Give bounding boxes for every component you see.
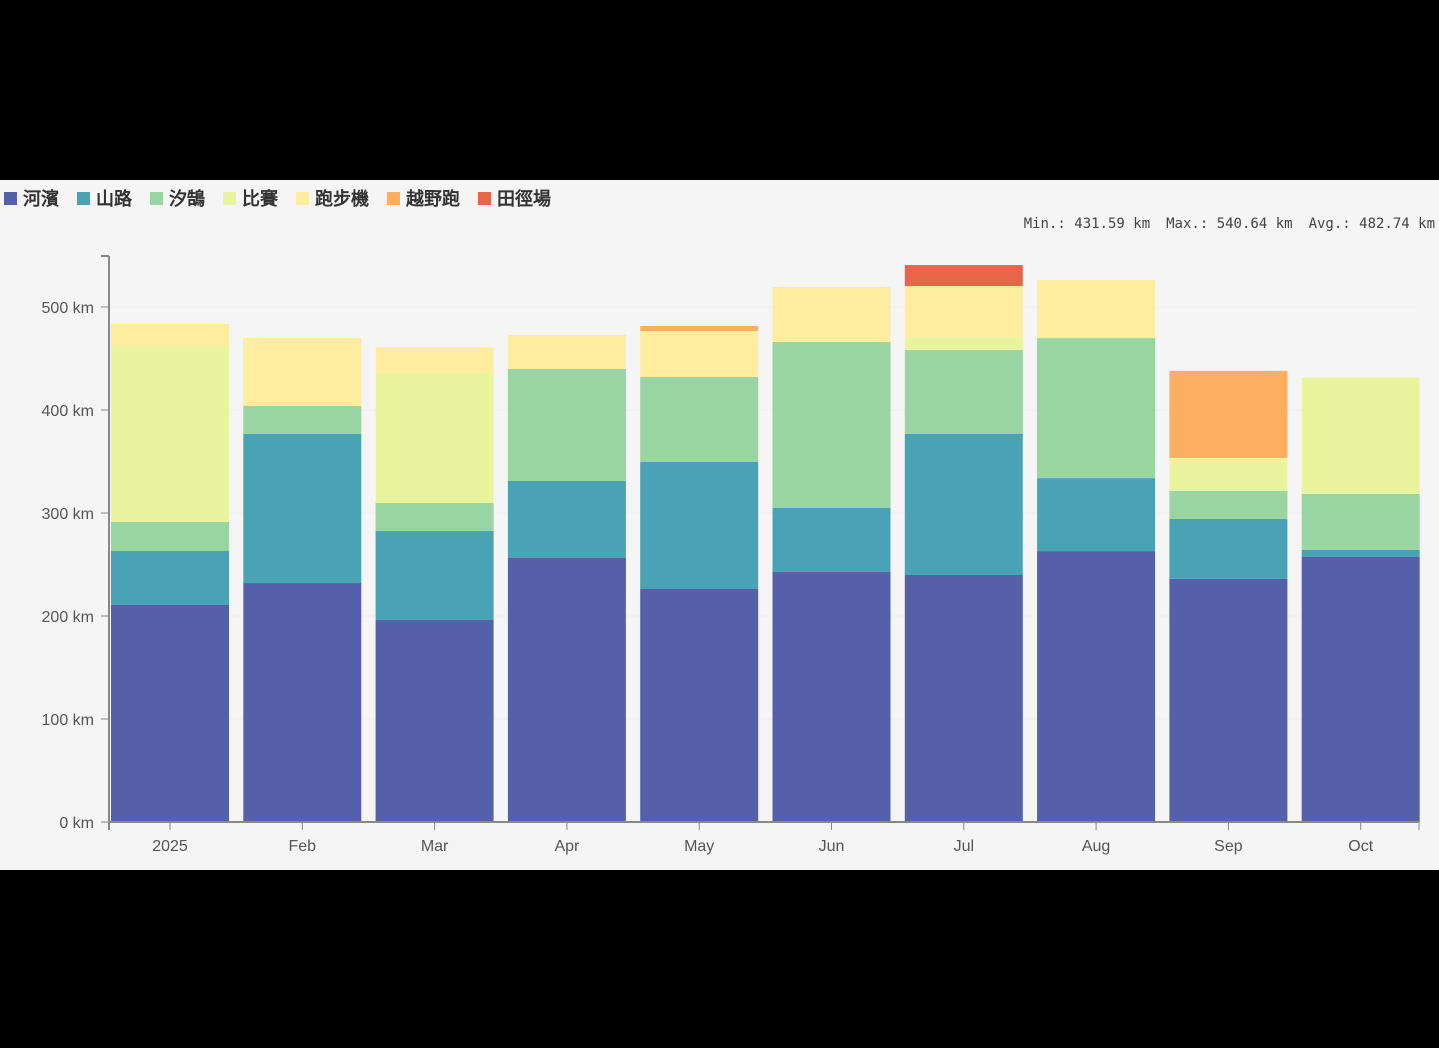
legend-label: 河濱 [23, 189, 59, 210]
bar-segment [1169, 370, 1288, 458]
legend-item[interactable]: 汐鵠 [150, 185, 205, 211]
bar-segment [507, 369, 626, 481]
bar-segment [1037, 280, 1156, 339]
bar-segment [772, 287, 891, 342]
x-tick-label: Sep [1214, 838, 1243, 855]
y-tick-label: 500 km [42, 300, 94, 317]
legend-item[interactable]: 比賽 [223, 185, 278, 211]
bar-segment [375, 531, 494, 621]
bar-segment [1037, 338, 1156, 479]
bar-segment [111, 604, 229, 822]
bar-segment [243, 405, 362, 434]
bar-segment [1301, 556, 1420, 822]
bar-segment [904, 433, 1023, 576]
bar-segment [1037, 551, 1156, 822]
legend-swatch [478, 191, 491, 205]
y-tick-label: 400 km [42, 403, 94, 420]
bar-segment [640, 325, 759, 331]
bar-segment [375, 347, 494, 374]
bar-segment [640, 330, 759, 378]
stat-max: Max.: 540.64 km [1166, 216, 1293, 232]
legend-label: 跑步機 [315, 189, 369, 210]
x-tick-label: Jun [819, 838, 845, 855]
bar-segment [640, 462, 759, 590]
legend-swatch [4, 191, 17, 205]
bar-segment [1169, 518, 1288, 579]
legend-swatch [150, 191, 163, 205]
bar-segment [111, 346, 229, 522]
bar-segment [772, 572, 891, 822]
stats-summary: Min.: 431.59 km Max.: 540.64 km Avg.: 48… [1024, 216, 1435, 232]
x-tick-label: Aug [1082, 838, 1110, 855]
bar-segment [111, 521, 229, 552]
legend-label: 山路 [96, 189, 132, 210]
bar-segment [904, 337, 1023, 351]
legend-item[interactable]: 跑步機 [296, 185, 369, 211]
bar-segment [243, 583, 362, 822]
stat-min: Min.: 431.59 km [1023, 216, 1151, 232]
bar-segment [772, 341, 891, 508]
bar-segment [640, 377, 759, 463]
x-tick-label: May [684, 838, 714, 855]
legend-item[interactable]: 河濱 [4, 185, 59, 211]
legend-label: 越野跑 [406, 189, 460, 210]
bar-segment [1169, 457, 1288, 491]
chart-panel: 2025 Feb Mar Apr May Jun Jul Aug Sep Oct 0 km 100 k… [0, 180, 1439, 870]
y-tick-label: 300 km [42, 506, 94, 523]
legend-swatch [223, 191, 236, 205]
bar-segment [1169, 490, 1288, 519]
bar-segment [375, 620, 494, 822]
bar-segment [507, 480, 626, 559]
x-tick-label: Mar [421, 838, 449, 855]
legend-item[interactable]: 越野跑 [387, 185, 460, 211]
bar-segment [111, 323, 229, 347]
legend-item[interactable]: 山路 [77, 185, 132, 211]
bar-segment [772, 507, 891, 573]
bar-segment [1037, 478, 1156, 552]
bar-segment [1301, 377, 1420, 494]
bar-segment [243, 338, 362, 406]
legend-swatch [387, 191, 400, 205]
bar-segment [904, 265, 1023, 287]
legend-item[interactable]: 田徑場 [478, 185, 551, 211]
x-tick-label: Oct [1348, 838, 1373, 855]
bar-segment [904, 575, 1023, 822]
y-tick-label: 200 km [42, 609, 94, 626]
x-tick-label: Apr [554, 838, 580, 855]
bar-segment [640, 589, 759, 822]
legend-label: 比賽 [242, 189, 278, 210]
bar-segment [904, 350, 1023, 434]
legend: 河濱 山路 汐鵠 比賽 跑步機 越野跑 田徑場 [4, 185, 551, 211]
bar-segment [1301, 549, 1420, 557]
bar-segment [904, 286, 1023, 338]
stat-avg: Avg.: 482.74 km [1308, 216, 1435, 232]
x-tick-label: Feb [289, 838, 317, 855]
bar-segment [375, 503, 494, 532]
bar-segment [1169, 578, 1288, 822]
bar-segment [111, 551, 229, 605]
legend-swatch [77, 191, 90, 205]
stacked-bar-chart: 2025 Feb Mar Apr May Jun Jul Aug Sep Oct 0 km 100 k… [42, 255, 1420, 855]
legend-swatch [296, 191, 309, 205]
bar-segment [375, 373, 494, 504]
legend-label: 汐鵠 [169, 189, 205, 210]
legend-label: 田徑場 [497, 189, 551, 210]
y-tick-label: 100 km [42, 712, 94, 729]
bar-segment [243, 433, 362, 584]
bar-segment [507, 335, 626, 370]
x-tick-label: 2025 [152, 838, 188, 855]
x-tick-label: Jul [954, 838, 974, 855]
y-tick-label: 0 km [59, 815, 94, 832]
bar-segment [507, 558, 626, 822]
bar-segment [1301, 493, 1420, 550]
